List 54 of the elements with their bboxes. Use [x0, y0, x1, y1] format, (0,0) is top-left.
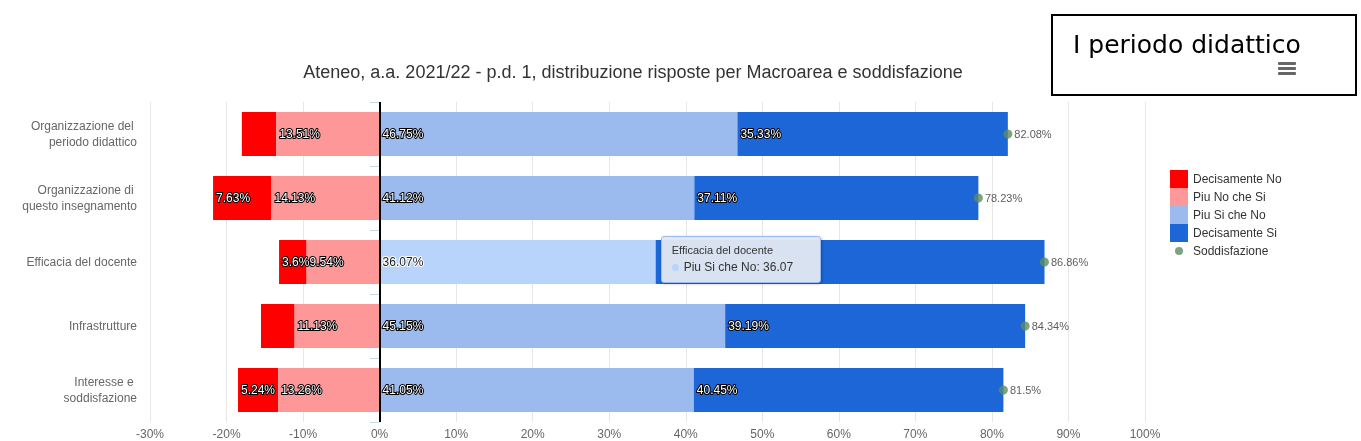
x-tick-label: 100%: [1129, 427, 1161, 441]
x-tick-label: 50%: [750, 427, 775, 441]
data-label: 45.15%: [382, 319, 424, 333]
data-label: 78.23%: [984, 192, 1023, 204]
legend-label: Decisamente No: [1193, 172, 1283, 186]
data-label: 40.45%: [696, 383, 738, 397]
data-label: 46.75%: [382, 127, 424, 141]
legend-label: Soddisfazione: [1193, 244, 1269, 258]
data-label: 9.54%: [309, 255, 344, 269]
x-tick-label: -20%: [212, 427, 241, 441]
data-label: 81.5%: [1009, 384, 1042, 396]
y-tick-label: Infrastrutture: [68, 319, 138, 333]
x-tick-label: 30%: [597, 427, 622, 441]
data-label: 35.33%: [740, 127, 782, 141]
tooltip: Efficacia del docente Piu Si che No: 36.07: [660, 236, 821, 283]
y-tick-label: Organizzazione del periodo didattico: [30, 119, 138, 149]
y-tick-label: Organizzazione di questo insegnamento: [22, 183, 138, 213]
data-label: 84.34%: [1031, 320, 1070, 332]
data-label: 5.24%: [241, 383, 276, 397]
x-tick-label: 0%: [370, 427, 389, 441]
point: [973, 193, 983, 203]
point: [1020, 321, 1030, 331]
point: [998, 385, 1008, 395]
x-tick-label: -10%: [289, 427, 318, 441]
x-tick-label: 90%: [1056, 427, 1081, 441]
data-label: 86.86%: [1050, 256, 1089, 268]
x-tick-label: 20%: [520, 427, 546, 441]
text: I periodo didattico: [1073, 30, 1301, 59]
data-label: 36.07%: [382, 255, 424, 269]
y-tick-label: Interesse e soddisfazione: [63, 375, 138, 405]
point: [1039, 257, 1049, 267]
x-tick-label: 80%: [979, 427, 1005, 441]
data-label: 11.13%: [297, 319, 338, 333]
x-tick-label: 40%: [673, 427, 699, 441]
legend-label: Piu No che Si: [1193, 190, 1266, 204]
annotation: Efficacia del docente Piu Si che No: 36.07: [671, 243, 794, 276]
data-label: 13.26%: [281, 383, 323, 397]
data-label: 7.63%: [216, 191, 251, 205]
chart-title: Ateneo, a.a. 2021/22 - p.d. 1, distribuzione risposte per Macroarea e soddisfazione: [303, 62, 963, 82]
data-label: 13.51%: [279, 127, 321, 141]
legend-label: Piu Si che No: [1193, 208, 1267, 222]
data-label: 82.08%: [1014, 128, 1052, 140]
x-tick-label: 60%: [826, 427, 852, 441]
x-tick-label: 10%: [444, 427, 469, 441]
data-label: 41.12%: [382, 191, 424, 205]
data-label: 37.11%: [697, 191, 738, 205]
y-tick-label: Efficacia del docente: [26, 255, 138, 269]
point: [1003, 129, 1013, 139]
x-tick-label: 70%: [903, 427, 928, 441]
data-label: 14.13%: [274, 191, 316, 205]
legend-label: Decisamente Si: [1193, 226, 1278, 240]
data-label: 41.05%: [382, 383, 424, 397]
x-tick-label: -30%: [135, 427, 165, 441]
data-label: 39.19%: [728, 319, 770, 333]
